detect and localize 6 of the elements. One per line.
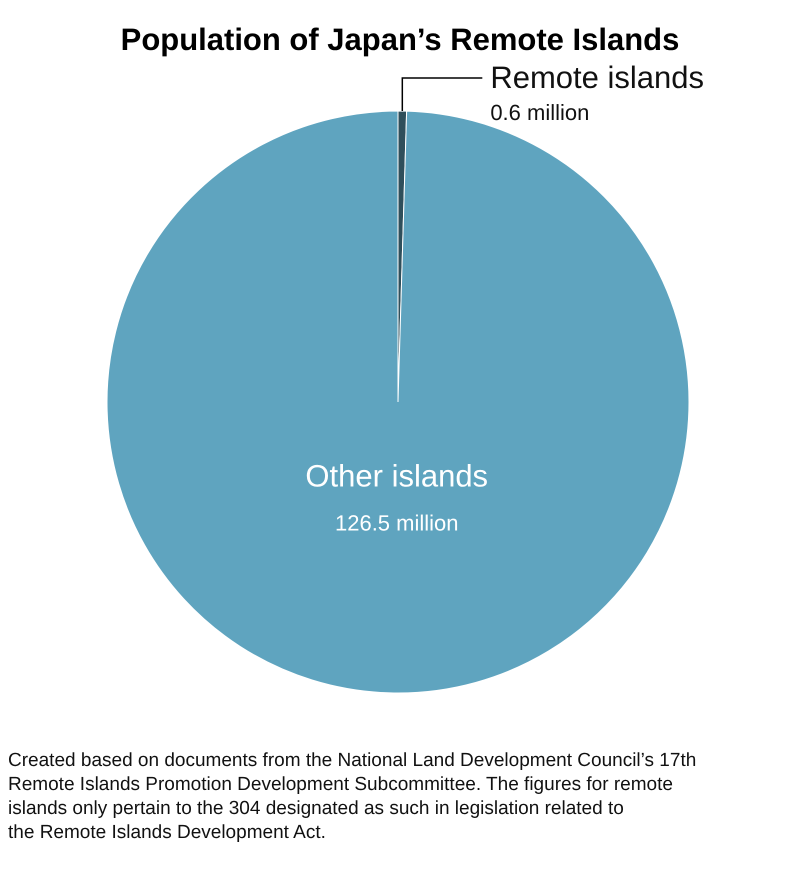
slice-label: Remote islands (490, 60, 704, 95)
data-label: 0.6 million (490, 100, 590, 125)
text: Created based on documents from the National Land Development Council’s 17th Remote Islands Promotion Development Subcommittee. The figures for remote islands only pertain to the 304 designated as such in legislation related to the Remote Islands Development Act. (8, 750, 696, 843)
slice-label: Other islands (305, 458, 488, 494)
data-label: 126.5 million (334, 510, 459, 536)
chart-title: Population of Japan’s Remote Islands (120, 22, 680, 57)
